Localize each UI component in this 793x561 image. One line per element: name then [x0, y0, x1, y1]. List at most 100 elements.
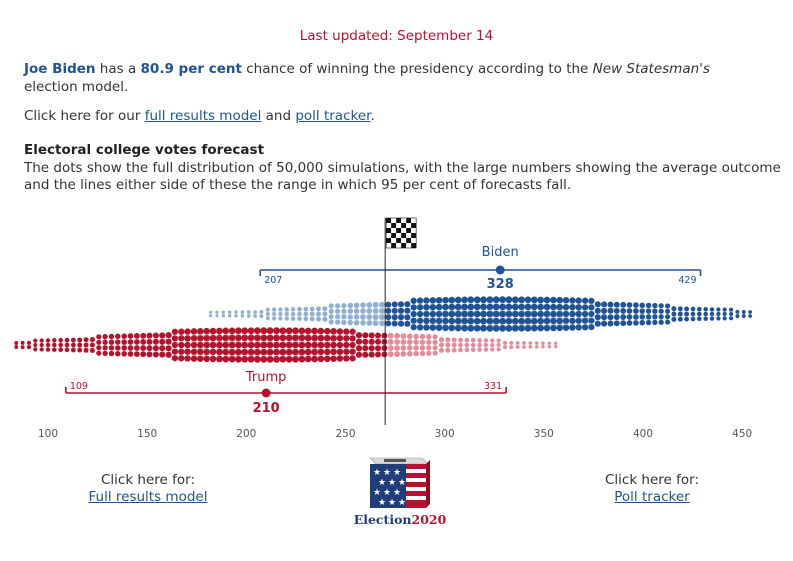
simulation-dot: [490, 342, 495, 348]
simulation-dot: [486, 303, 494, 311]
simulation-dot: [416, 317, 424, 324]
simulation-dot: [438, 342, 445, 348]
simulation-dot: [265, 316, 270, 321]
simulation-dot: [429, 310, 437, 318]
simulation-dot: [102, 339, 108, 345]
simulation-dot: [588, 317, 595, 324]
simulation-dot: [330, 341, 337, 349]
svg-text:★: ★: [388, 478, 396, 488]
simulation-dot: [152, 332, 159, 339]
simulation-dot: [58, 337, 63, 343]
simulation-dot: [324, 341, 331, 349]
simulation-dot: [366, 320, 373, 326]
simulation-dot: [64, 342, 70, 348]
simulation-dot: [410, 304, 417, 311]
simulation-dot: [260, 341, 268, 349]
simulation-dot: [391, 301, 398, 308]
simulation-dot: [178, 348, 185, 355]
simulation-dot: [279, 334, 287, 342]
simulation-dot: [547, 345, 552, 349]
simulation-dot: [528, 341, 533, 345]
simulation-dot: [397, 320, 405, 327]
simulation-dot: [594, 301, 601, 308]
simulation-dot: [410, 317, 417, 324]
links-line: Click here for our full results model an…: [24, 108, 375, 124]
simulation-dot: [511, 310, 519, 318]
simulation-dot: [178, 335, 185, 342]
simulation-dot: [633, 302, 639, 308]
simulation-dot: [480, 303, 487, 311]
simulation-dot: [429, 297, 437, 304]
simulation-dot: [227, 314, 232, 318]
simulation-dot: [562, 310, 570, 318]
simulation-dot: [379, 301, 385, 308]
svg-text:★: ★: [388, 498, 396, 508]
simulation-dot: [464, 347, 470, 353]
simulation-dot: [341, 319, 347, 326]
simulation-dot: [254, 334, 261, 342]
simulation-dot: [221, 314, 225, 318]
simulation-dot: [477, 342, 482, 348]
simulation-dot: [324, 355, 331, 363]
poll-tracker-link[interactable]: poll tracker: [295, 108, 371, 124]
simulation-dot: [227, 310, 232, 314]
simulation-dot: [575, 324, 582, 331]
flag-square: [411, 223, 417, 228]
simulation-dot: [381, 332, 388, 339]
simulation-dot: [102, 350, 108, 357]
simulation-dot: [639, 314, 645, 320]
simulation-dot: [391, 307, 398, 314]
simulation-dot: [541, 345, 545, 349]
simulation-dot: [381, 351, 388, 358]
simulation-dot: [626, 308, 633, 314]
simulation-dot: [285, 341, 293, 349]
simulation-dot: [234, 314, 238, 318]
simulation-dot: [298, 341, 306, 349]
cta-poll-tracker-link[interactable]: Poll tracker: [614, 489, 690, 505]
flag-square: [386, 238, 392, 243]
simulation-dot: [52, 347, 57, 352]
simulation-dot: [241, 348, 249, 356]
svg-text:★: ★: [373, 488, 381, 498]
simulation-dot: [355, 332, 363, 339]
simulation-dot: [416, 310, 424, 318]
x-tick-label: 150: [137, 428, 157, 440]
simulation-dot: [368, 345, 375, 352]
simulation-dot: [197, 341, 204, 349]
simulation-dot: [171, 348, 179, 355]
simulation-dot: [222, 348, 230, 356]
simulation-dot: [652, 308, 658, 314]
cta-left-text: Click here for:: [100, 472, 196, 488]
simulation-dot: [298, 355, 306, 363]
simulation-dot: [71, 342, 76, 348]
simulation-dot: [543, 317, 551, 325]
simulation-dot: [684, 306, 690, 312]
simulation-dot: [292, 348, 299, 356]
simulation-dot: [39, 347, 44, 352]
simulation-dot: [438, 337, 445, 343]
simulation-dot: [639, 302, 645, 309]
full-results-model-link[interactable]: full results model: [144, 108, 262, 124]
simulation-dot: [458, 337, 463, 343]
simulation-dot: [360, 320, 366, 326]
simulation-dot: [77, 337, 83, 343]
simulation-dot: [518, 296, 525, 304]
simulation-dot: [349, 348, 356, 355]
svg-text:★: ★: [398, 498, 406, 508]
simulation-dot: [102, 333, 108, 340]
simulation-dot: [190, 355, 198, 362]
simulation-dot: [297, 311, 302, 317]
simulation-dot: [461, 310, 468, 318]
simulation-dot: [569, 310, 576, 318]
simulation-dot: [290, 311, 296, 317]
simulation-dot: [413, 350, 419, 357]
simulation-dot: [140, 338, 147, 345]
simulation-dot: [278, 307, 283, 312]
simulation-dot: [222, 327, 230, 335]
simulation-dot: [416, 304, 424, 311]
simulation-dot: [413, 333, 419, 340]
flag-square: [391, 228, 397, 233]
simulation-dot: [407, 345, 413, 351]
cta-full-results-link[interactable]: Full results model: [88, 489, 208, 505]
flag-square: [391, 243, 397, 248]
